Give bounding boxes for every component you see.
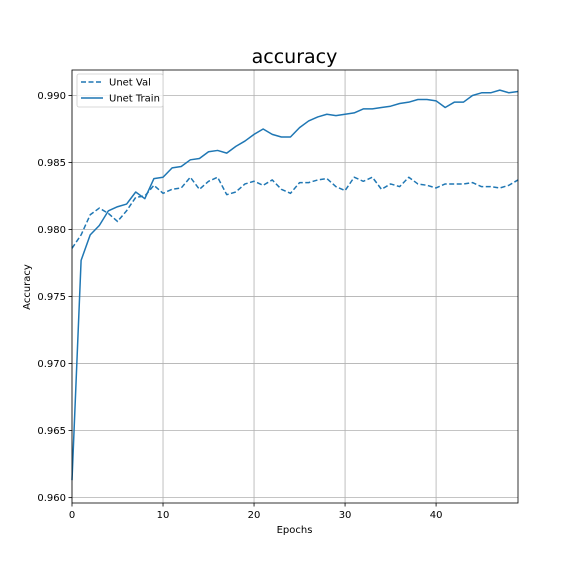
y-tick-label: 0.985 — [37, 158, 66, 169]
x-tick-label: 30 — [339, 510, 352, 521]
y-tick-label: 0.990 — [37, 91, 66, 102]
y-tick-label: 0.960 — [37, 493, 66, 504]
series-layer — [71, 89, 519, 481]
y-axis-label: Accuracy — [22, 264, 33, 310]
chart-title: accuracy — [252, 46, 338, 68]
grid-lines — [71, 70, 518, 503]
x-tick-label: 40 — [430, 510, 443, 521]
series-line-unet-train — [71, 89, 519, 481]
y-tick-label: 0.975 — [37, 292, 66, 303]
legend: Unet Val Unet Train — [76, 73, 164, 108]
x-tick-label: 20 — [248, 510, 261, 521]
y-tick-label: 0.980 — [37, 225, 66, 236]
legend-label-unet-train: Unet Train — [109, 94, 160, 105]
x-axis: 0 10 20 30 40 — [69, 503, 443, 521]
x-axis-label: Epochs — [277, 525, 313, 536]
x-tick-label: 0 — [69, 510, 75, 521]
y-axis: 0.960 0.965 0.970 0.975 0.980 0.985 0.990 — [37, 91, 72, 504]
y-tick-label: 0.965 — [37, 426, 66, 437]
legend-label-unet-val: Unet Val — [109, 78, 151, 89]
plot-frame — [71, 69, 519, 504]
y-tick-label: 0.970 — [37, 359, 66, 370]
x-tick-label: 10 — [157, 510, 170, 521]
